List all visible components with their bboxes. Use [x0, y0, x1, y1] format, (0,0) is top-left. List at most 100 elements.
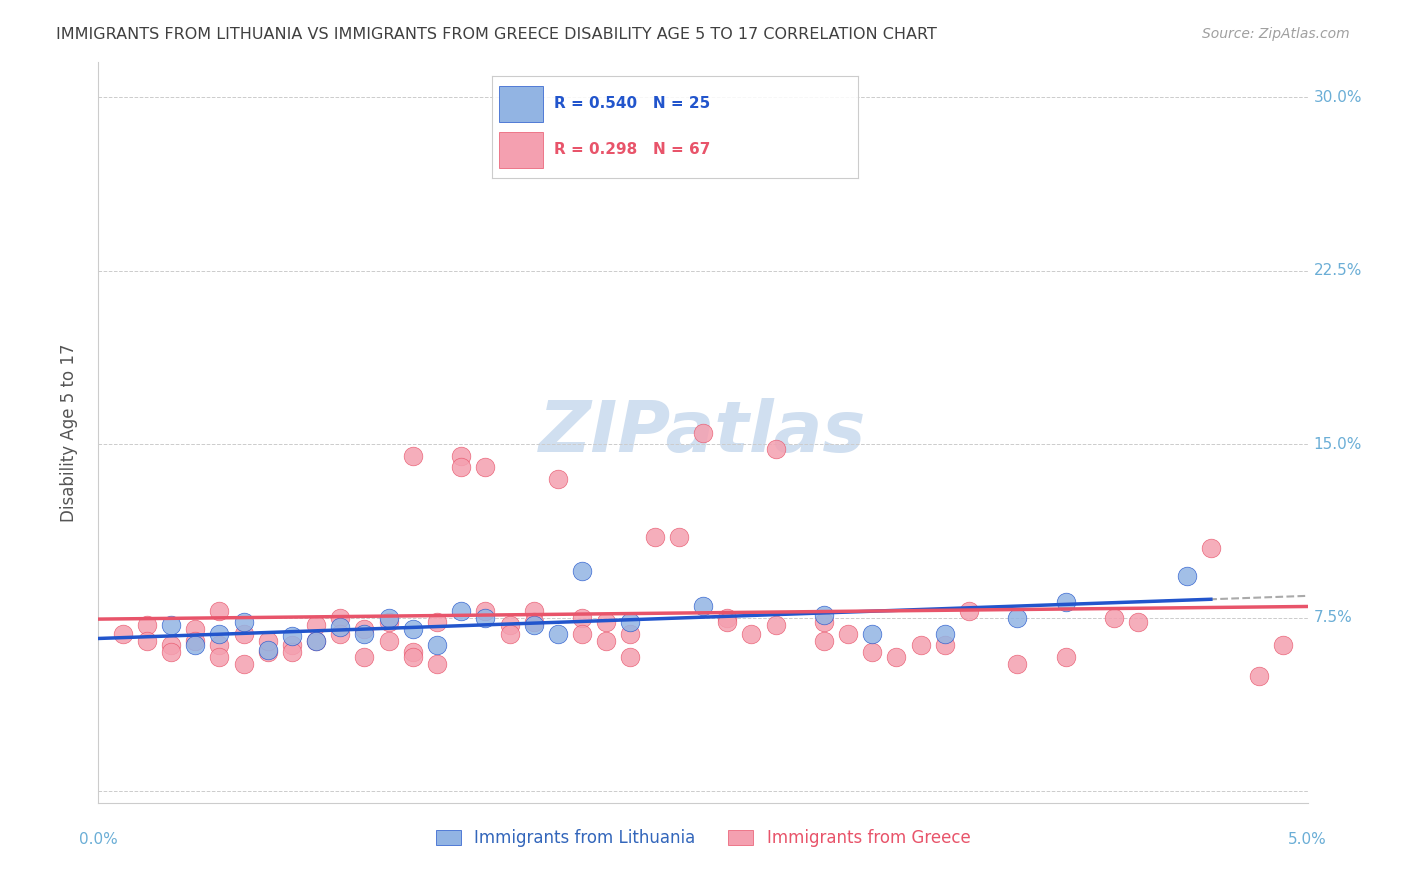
Immigrants from Greece — [619, 650, 641, 665]
Immigrants from Greece — [813, 615, 835, 630]
Text: IMMIGRANTS FROM LITHUANIA VS IMMIGRANTS FROM GREECE DISABILITY AGE 5 TO 17 CORRE: IMMIGRANTS FROM LITHUANIA VS IMMIGRANTS … — [56, 27, 938, 42]
Immigrants from Lithuania — [305, 633, 328, 648]
Immigrants from Lithuania — [402, 622, 425, 636]
Text: R = 0.298   N = 67: R = 0.298 N = 67 — [554, 142, 710, 157]
Immigrants from Lithuania — [474, 611, 496, 625]
Text: Source: ZipAtlas.com: Source: ZipAtlas.com — [1202, 27, 1350, 41]
Immigrants from Lithuania — [377, 611, 399, 625]
Text: ZIPatlas: ZIPatlas — [540, 398, 866, 467]
Immigrants from Greece — [256, 645, 278, 659]
Immigrants from Greece — [716, 615, 738, 630]
Immigrants from Greece — [377, 633, 399, 648]
Immigrants from Lithuania — [692, 599, 714, 614]
Immigrants from Lithuania — [1054, 594, 1077, 608]
Immigrants from Lithuania — [571, 565, 593, 579]
Immigrants from Greece — [1102, 611, 1125, 625]
Immigrants from Lithuania — [426, 639, 449, 653]
Immigrants from Greece — [837, 627, 859, 641]
Immigrants from Greece — [353, 650, 375, 665]
Immigrants from Greece — [765, 442, 787, 456]
Immigrants from Greece — [208, 639, 231, 653]
Immigrants from Greece — [1007, 657, 1029, 671]
Immigrants from Greece — [402, 650, 425, 665]
Immigrants from Lithuania — [329, 620, 352, 634]
Immigrants from Greece — [281, 645, 304, 659]
Immigrants from Greece — [1199, 541, 1222, 556]
Immigrants from Greece — [450, 460, 472, 475]
Immigrants from Greece — [595, 633, 617, 648]
Immigrants from Lithuania — [860, 627, 883, 641]
Immigrants from Greece — [208, 604, 231, 618]
Immigrants from Greece — [886, 650, 908, 665]
Text: 30.0%: 30.0% — [1313, 89, 1362, 104]
Immigrants from Greece — [160, 645, 183, 659]
Immigrants from Lithuania — [353, 627, 375, 641]
Immigrants from Lithuania — [208, 627, 231, 641]
Immigrants from Greece — [135, 633, 157, 648]
Immigrants from Lithuania — [450, 604, 472, 618]
Immigrants from Greece — [377, 615, 399, 630]
Immigrants from Greece — [402, 645, 425, 659]
Immigrants from Greece — [692, 425, 714, 440]
Immigrants from Lithuania — [813, 608, 835, 623]
Immigrants from Greece — [111, 627, 134, 641]
Immigrants from Greece — [668, 530, 690, 544]
Immigrants from Greece — [329, 627, 352, 641]
Immigrants from Greece — [256, 633, 278, 648]
Immigrants from Greece — [305, 633, 328, 648]
Immigrants from Greece — [523, 604, 546, 618]
Text: 7.5%: 7.5% — [1313, 610, 1353, 625]
Immigrants from Lithuania — [547, 627, 569, 641]
Immigrants from Lithuania — [1175, 569, 1198, 583]
Immigrants from Greece — [1272, 639, 1295, 653]
Text: 15.0%: 15.0% — [1313, 437, 1362, 451]
Immigrants from Greece — [1054, 650, 1077, 665]
Immigrants from Greece — [571, 611, 593, 625]
Immigrants from Lithuania — [619, 615, 641, 630]
Immigrants from Greece — [765, 617, 787, 632]
Immigrants from Greece — [426, 615, 449, 630]
Text: 5.0%: 5.0% — [1288, 832, 1327, 847]
Immigrants from Greece — [1249, 668, 1271, 682]
Immigrants from Lithuania — [281, 629, 304, 643]
Immigrants from Greece — [160, 639, 183, 653]
Immigrants from Greece — [910, 639, 932, 653]
Immigrants from Greece — [934, 639, 956, 653]
Immigrants from Greece — [716, 611, 738, 625]
Immigrants from Greece — [402, 449, 425, 463]
Immigrants from Lithuania — [160, 617, 183, 632]
Immigrants from Lithuania — [256, 643, 278, 657]
Bar — [499, 132, 543, 168]
Bar — [499, 87, 543, 122]
Immigrants from Greece — [619, 627, 641, 641]
Immigrants from Greece — [595, 615, 617, 630]
Immigrants from Lithuania — [523, 617, 546, 632]
Immigrants from Lithuania — [184, 639, 207, 653]
Immigrants from Greece — [426, 657, 449, 671]
Immigrants from Greece — [957, 604, 980, 618]
Immigrants from Greece — [547, 472, 569, 486]
Immigrants from Greece — [740, 627, 762, 641]
Text: R = 0.540   N = 25: R = 0.540 N = 25 — [554, 96, 710, 111]
Immigrants from Greece — [232, 627, 254, 641]
Immigrants from Greece — [450, 449, 472, 463]
Immigrants from Greece — [813, 633, 835, 648]
Immigrants from Greece — [498, 627, 520, 641]
Immigrants from Greece — [474, 460, 496, 475]
Immigrants from Greece — [305, 617, 328, 632]
Immigrants from Greece — [498, 617, 520, 632]
Immigrants from Greece — [474, 604, 496, 618]
Immigrants from Greece — [135, 617, 157, 632]
Immigrants from Greece — [184, 622, 207, 636]
Immigrants from Lithuania — [1007, 611, 1029, 625]
Immigrants from Greece — [860, 645, 883, 659]
Immigrants from Greece — [523, 615, 546, 630]
Legend: Immigrants from Lithuania, Immigrants from Greece: Immigrants from Lithuania, Immigrants fr… — [429, 822, 977, 854]
Y-axis label: Disability Age 5 to 17: Disability Age 5 to 17 — [59, 343, 77, 522]
Immigrants from Greece — [571, 627, 593, 641]
Immigrants from Greece — [232, 657, 254, 671]
Immigrants from Lithuania — [934, 627, 956, 641]
Immigrants from Greece — [184, 633, 207, 648]
Immigrants from Greece — [353, 622, 375, 636]
Immigrants from Greece — [329, 611, 352, 625]
